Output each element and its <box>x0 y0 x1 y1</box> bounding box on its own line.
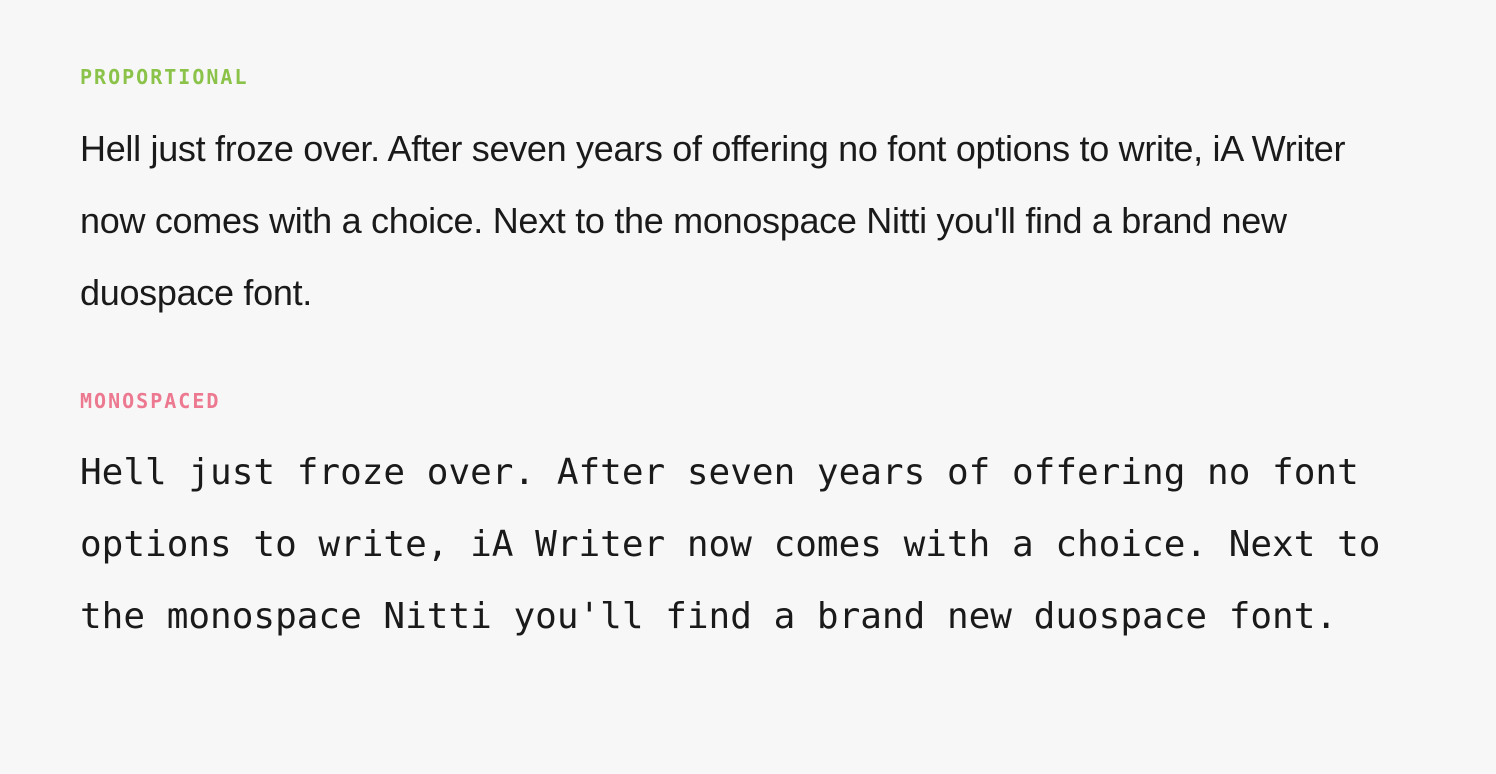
proportional-body-text: Hell just froze over. After seven years … <box>80 113 1416 329</box>
monospaced-body-text: Hell just froze over. After seven years … <box>80 437 1416 653</box>
proportional-section: PROPORTIONAL Hell just froze over. After… <box>80 65 1416 329</box>
proportional-label: PROPORTIONAL <box>80 65 1416 89</box>
monospaced-section: MONOSPACED Hell just froze over. After s… <box>80 389 1416 653</box>
monospaced-label: MONOSPACED <box>80 389 1416 413</box>
